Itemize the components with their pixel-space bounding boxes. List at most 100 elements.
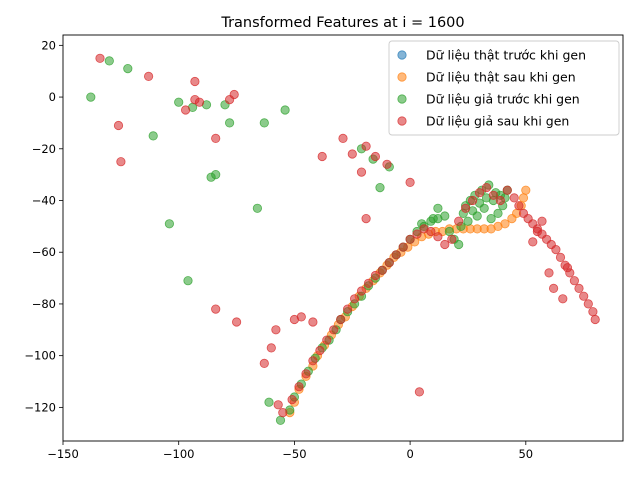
data-point [338, 133, 348, 143]
data-point [342, 304, 353, 314]
data-point [495, 195, 505, 206]
data-point [467, 195, 478, 206]
data-point [317, 151, 327, 162]
y-tick-label: 20 [41, 38, 56, 52]
data-point [493, 208, 503, 218]
data-point [275, 415, 286, 425]
legend: Dữ liệu thật trước khi gen Dữ liệu thật s… [388, 40, 620, 136]
data-point [148, 131, 158, 141]
data-point [562, 263, 573, 273]
data-point [181, 105, 191, 115]
data-point [398, 242, 408, 252]
data-point [558, 294, 568, 304]
data-point [363, 278, 374, 288]
data-point [225, 118, 235, 128]
data-point [95, 53, 105, 63]
data-point [370, 270, 380, 281]
data-point [308, 317, 318, 327]
data-point [183, 276, 193, 286]
data-point [382, 159, 392, 169]
data-point [211, 304, 221, 314]
data-point [463, 216, 473, 226]
scatter-points [86, 53, 600, 425]
data-point [322, 335, 332, 345]
data-point [370, 151, 380, 162]
data-point [583, 299, 593, 309]
data-point [123, 64, 133, 74]
data-point [405, 234, 415, 244]
legend-label: Dữ liệu thật trước khi gen [426, 48, 586, 63]
data-point [555, 252, 566, 262]
data-point [86, 92, 96, 102]
plot-frame [62, 34, 624, 442]
chart-title: Transformed Features at i = 1600 [220, 15, 464, 31]
y-axis: 20 0 −20 −40 −60 −80 −100 −120 [24, 38, 63, 414]
data-point [474, 188, 485, 198]
data-point [361, 214, 371, 224]
data-point [315, 345, 325, 356]
data-point [194, 97, 205, 107]
data-point [544, 268, 554, 278]
data-point [347, 149, 357, 159]
data-point [287, 394, 297, 405]
data-point [590, 314, 600, 325]
data-point [405, 177, 415, 187]
data-point [528, 237, 538, 247]
y-tick-label: −100 [24, 349, 56, 363]
data-point [532, 226, 543, 237]
data-point [174, 97, 184, 107]
data-point [356, 167, 367, 177]
y-tick-label: −40 [32, 194, 56, 208]
data-point [502, 185, 512, 195]
data-point [264, 397, 274, 407]
data-point [211, 133, 221, 143]
data-point [414, 387, 424, 397]
data-point [488, 190, 498, 200]
data-point [356, 286, 367, 296]
data-point [569, 276, 580, 286]
data-point [574, 283, 584, 293]
data-point [336, 314, 346, 325]
data-point [440, 239, 450, 250]
y-tick-label: −20 [32, 142, 56, 156]
data-point [361, 141, 371, 151]
x-tick-label: 0 [406, 447, 413, 461]
y-tick-label: −120 [24, 400, 56, 414]
data-point [440, 211, 450, 221]
data-point [252, 203, 262, 213]
x-tick-label: −100 [163, 447, 195, 461]
data-point [521, 185, 531, 195]
legend-marker [397, 94, 407, 104]
data-point [377, 265, 387, 275]
data-point [104, 56, 114, 66]
data-point [296, 312, 306, 322]
data-point [375, 183, 385, 193]
data-point [229, 89, 239, 100]
legend-marker [397, 116, 407, 126]
series-3-points [95, 53, 600, 418]
data-point [329, 325, 339, 335]
data-point [273, 400, 283, 410]
legend-box [388, 40, 620, 136]
data-point [447, 234, 457, 244]
data-point [308, 356, 318, 366]
x-tick-label: −50 [282, 447, 306, 461]
data-point [294, 382, 304, 392]
data-point [164, 219, 174, 229]
data-point [113, 120, 124, 131]
data-point [391, 250, 401, 260]
data-point [433, 232, 443, 242]
data-point [349, 294, 360, 304]
data-point [278, 407, 288, 418]
data-point [259, 118, 269, 128]
y-tick-label: −60 [32, 245, 56, 259]
data-point [433, 203, 443, 213]
data-point [479, 203, 489, 213]
data-point [551, 245, 561, 255]
data-point [190, 76, 200, 87]
legend-label: Dữ liệu giả sau khi gen [426, 114, 569, 129]
data-point [280, 105, 290, 115]
data-point [500, 219, 510, 229]
data-point [259, 358, 269, 368]
